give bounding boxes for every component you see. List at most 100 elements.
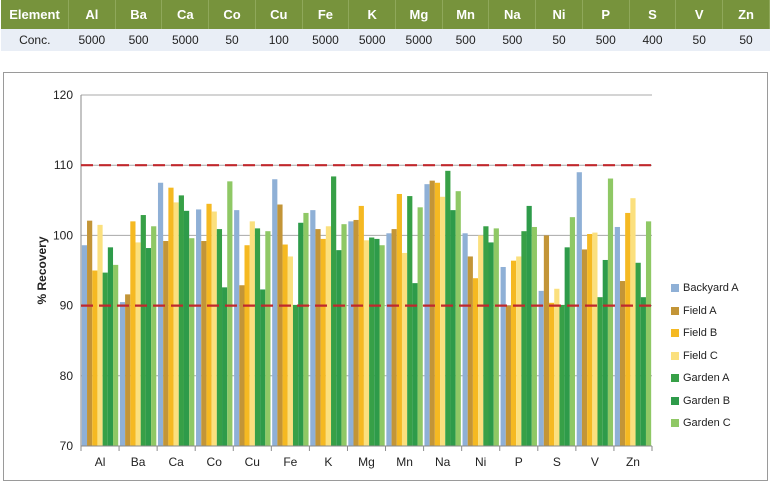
table-header-label: Element (1, 0, 69, 29)
bar (516, 256, 522, 446)
table-cell: 5000 (348, 29, 396, 51)
legend-swatch (671, 306, 679, 315)
bar (429, 180, 435, 447)
legend-swatch (671, 374, 679, 383)
bar (363, 240, 370, 446)
bar (249, 221, 255, 446)
bar (483, 226, 489, 446)
table-row: Conc. 5000 500 5000 50 100 5000 5000 5000 500 500 5… (1, 29, 770, 51)
bar (440, 196, 446, 446)
x-tick-label: Co (207, 455, 223, 469)
bar (282, 244, 288, 446)
bar (434, 182, 441, 446)
table-cell: 5000 (395, 29, 443, 51)
legend-item: Garden A (671, 367, 739, 390)
table-row-label: Conc. (1, 29, 69, 51)
bar (277, 204, 283, 446)
bar (569, 217, 576, 446)
bar (125, 294, 131, 446)
table-header-cell: S (629, 0, 677, 29)
bar (196, 209, 202, 446)
bar (581, 249, 588, 446)
bar (315, 229, 321, 446)
bar (178, 195, 184, 446)
x-tick-label: Ca (168, 455, 184, 469)
bar (587, 233, 593, 446)
bar (303, 212, 309, 446)
bar (320, 238, 326, 446)
bar (227, 181, 233, 446)
bar (216, 229, 223, 446)
table-header-cell: Al (68, 0, 116, 29)
x-tick-label: Mn (396, 455, 413, 469)
legend-swatch (671, 284, 679, 293)
bar (401, 252, 408, 446)
bar (265, 231, 271, 446)
x-tick-label: K (324, 455, 332, 469)
legend-item: Field B (671, 322, 739, 345)
table-header-cell: Cu (255, 0, 303, 29)
table-cell: 5000 (161, 29, 209, 51)
legend-item: Backyard A (671, 277, 739, 300)
x-tick-label: V (591, 455, 599, 469)
table-cell: 50 (722, 29, 770, 51)
bar (554, 288, 560, 446)
bar (341, 224, 347, 446)
bar (597, 297, 603, 446)
chart-legend: Backyard A Field A Field B Field C Garden A G… (671, 277, 739, 435)
table-cell: 50 (208, 29, 256, 51)
bar (450, 210, 456, 446)
bar (396, 193, 402, 446)
bar (119, 302, 126, 446)
table-header-cell: Zn (722, 0, 770, 29)
bar (189, 238, 195, 446)
bar (407, 196, 413, 446)
table-header-cell: P (582, 0, 630, 29)
table-header-cell: K (348, 0, 397, 29)
bar (140, 215, 146, 446)
table-cell: 100 (255, 29, 303, 51)
legend-label: Field A (683, 304, 717, 317)
bar (234, 210, 240, 446)
bar (493, 228, 499, 446)
x-tick-label: Al (95, 455, 106, 469)
x-tick-label: Na (435, 455, 451, 469)
table-header-cell: V (675, 0, 724, 29)
bar (619, 281, 626, 446)
legend-label: Field C (683, 349, 718, 362)
bar (592, 232, 598, 446)
table-cell: 500 (115, 29, 162, 51)
bar (353, 219, 359, 446)
bar (260, 289, 266, 446)
concentration-table: Element Al Ba Ca Co Cu Fe K Mg Mn Na Ni P S V Zn Conc. 5… (1, 0, 770, 51)
x-tick-label: Ni (475, 455, 486, 469)
bar (102, 272, 108, 446)
table-cell: 500 (582, 29, 630, 51)
bar (135, 242, 141, 446)
bar (113, 264, 119, 446)
bar (478, 235, 484, 446)
table-cell: 500 (488, 29, 536, 51)
bar (239, 285, 245, 446)
table-header-cell: Na (488, 0, 537, 29)
bar (564, 247, 570, 446)
bar (472, 278, 479, 446)
bar (510, 260, 517, 446)
y-axis-label: % Recovery (35, 236, 49, 304)
bar (526, 205, 532, 446)
bar (358, 205, 364, 446)
bar (467, 256, 473, 446)
bar (298, 222, 304, 446)
legend-item: Garden C (671, 412, 739, 435)
bar (130, 221, 136, 446)
x-tick-label: Mg (358, 455, 375, 469)
x-tick-label: Fe (283, 455, 297, 469)
x-tick-label: Cu (245, 455, 260, 469)
bar (206, 203, 212, 446)
bar (614, 226, 620, 446)
bar (500, 266, 506, 446)
bar (222, 287, 228, 446)
bar (455, 191, 461, 446)
bar (107, 247, 114, 446)
x-tick-label: Ba (131, 455, 146, 469)
